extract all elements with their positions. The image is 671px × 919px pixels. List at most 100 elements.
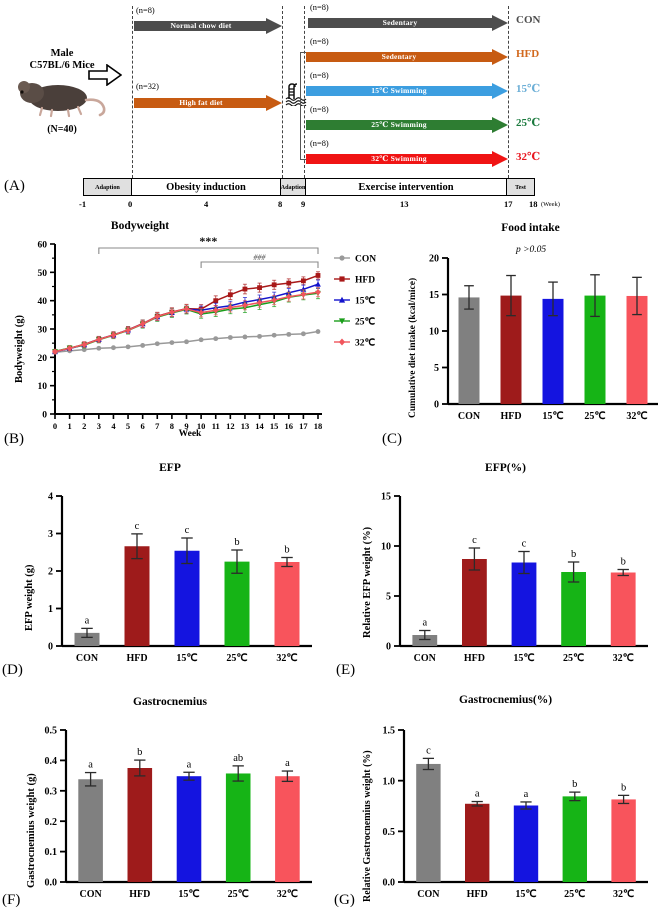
x-tick-label: 17 [299,421,308,431]
sig-letter-CON: a [88,760,93,771]
sig-letter-15℃: a [187,759,192,770]
sig-letter-CON: a [422,618,427,629]
legend-label-32℃: 32℃ [355,338,376,349]
diet-n-0: (n=8) [136,6,155,15]
chart-b-ylabel: Bodyweight (g) [14,315,25,383]
y-tick-label: 0 [434,400,439,411]
x-tick-label: 9 [184,421,188,431]
x-tick-label-15℃: 15℃ [513,653,534,664]
intervention-arrow-25c-label: 25℃ Swimming [371,120,427,129]
sig-letter-25℃: ab [233,753,243,764]
bar-HFD [465,803,490,882]
sig-letter-32℃: b [621,782,626,793]
chart-g-plot: 0.0 0.5 1.0 1.5 c CON a HFD a 15℃ b 25℃ b 32℃ [383,726,648,900]
bar-32℃ [611,799,636,882]
timeline-tick-0: -1 [79,199,87,209]
y-tick-label: 0.2 [45,817,58,828]
intervention-n-0: (n=8) [310,3,329,12]
timeline-phase-4: Test [506,179,534,195]
data-point [52,348,58,355]
y-tick-label: 0 [386,642,391,653]
legend-marker [338,338,346,346]
bar-15℃ [176,776,202,882]
group-label-32c: 32℃ [516,151,541,163]
bar-CON [74,632,100,646]
sig-letter-25℃: b [571,549,576,560]
timeline-tick-1: 0 [128,199,133,209]
data-point [242,286,248,292]
x-tick-label-32℃: 32℃ [626,411,647,422]
swimming-pool-icon [285,82,307,106]
x-tick-label: 16 [285,421,294,431]
chart-b-title: Bodyweight [110,220,170,232]
diet-arrow-high-fat-label: High fat diet [179,98,223,107]
y-tick-label: 1.0 [383,776,396,787]
y-tick-label: 5 [386,592,391,603]
x-tick-label-25℃: 25℃ [584,411,605,422]
y-tick-label: 15 [381,492,391,503]
chart-e-title: EFP(%) [485,462,526,474]
y-tick-label: 0.0 [383,878,396,889]
x-tick-label: 0 [53,421,57,431]
y-tick-label: 1 [48,604,53,615]
x-tick-label-32℃: 32℃ [613,653,634,664]
panel-f-gastrocnemius: Gastrocnemius Gastrocnemius weight (g) 0… [0,688,340,919]
diet-arrow-normal-chow: Normal chow diet [134,18,282,34]
y-tick-label: 20 [38,354,48,364]
bar-CON [458,297,480,404]
x-tick-label-HFD: HFD [126,653,147,664]
x-tick-label-25℃: 25℃ [228,889,249,900]
data-point [154,313,161,320]
panel-d-efp: EFP EFP weight (g) 0 1 2 3 4 a CON c HFD c 15℃ b 25℃… [0,456,340,688]
data-point [227,335,233,340]
chart-b-xlabel: Week [178,429,202,439]
y-tick-label: 0.4 [45,756,58,767]
x-tick-label-15℃: 15℃ [515,889,536,900]
sig-letter-32℃: b [284,545,289,556]
timeline-tick-5: 13 [400,199,409,209]
data-point [227,292,233,298]
sig-bracket-star [98,247,319,254]
panel-label-d: (D) [2,662,23,678]
bar-HFD [462,559,487,646]
timeline-unit: (Week) [541,201,560,208]
y-tick-label: 10 [381,542,391,553]
bar-25℃ [562,796,587,882]
x-tick-label-25℃: 25℃ [226,653,247,664]
panel-a-study-design: Male C57BL/6 Mice (N=40) (n=8) [0,0,671,218]
x-tick-label: 8 [170,421,174,431]
data-point [81,347,87,353]
y-tick-label: 4 [48,492,53,503]
chart-g-title: Gastrocnemius(%) [458,694,553,706]
x-tick-label: 3 [97,421,101,431]
data-point [154,341,160,347]
bar-32℃ [274,562,300,646]
legend-marker [339,255,345,261]
x-tick-label-HFD: HFD [467,889,488,900]
panel-label-f: (F) [2,892,21,908]
data-point [169,340,175,345]
timeline-guide-week9 [304,6,305,178]
x-tick-label-HFD: HFD [500,411,521,422]
y-tick-label: 0.1 [45,847,58,858]
data-point [315,288,321,296]
timeline-phase-0: Adaption [84,179,132,195]
x-tick-label-15℃: 15℃ [178,889,199,900]
data-point [300,331,306,337]
x-tick-label: 10 [197,421,206,431]
bar-CON [416,763,441,882]
subject-line2: C57BL/6 Mice [29,60,95,71]
x-tick-label-CON: CON [458,411,481,422]
x-tick-label-15℃: 15℃ [542,411,563,422]
intervention-n-4: (n=8) [310,139,329,148]
x-tick-label: 13 [241,421,250,431]
y-tick-label: 60 [38,241,48,251]
bar-CON [78,779,103,882]
flow-arrow-icon [88,64,122,86]
subject-block: Male C57BL/6 Mice (N=40) [6,48,118,135]
diet-n-1: (n=32) [136,82,159,91]
data-point [184,339,189,345]
sig-letter-15℃: c [522,539,527,550]
diet-arrow-normal-chow-label: Normal chow diet [170,21,232,30]
